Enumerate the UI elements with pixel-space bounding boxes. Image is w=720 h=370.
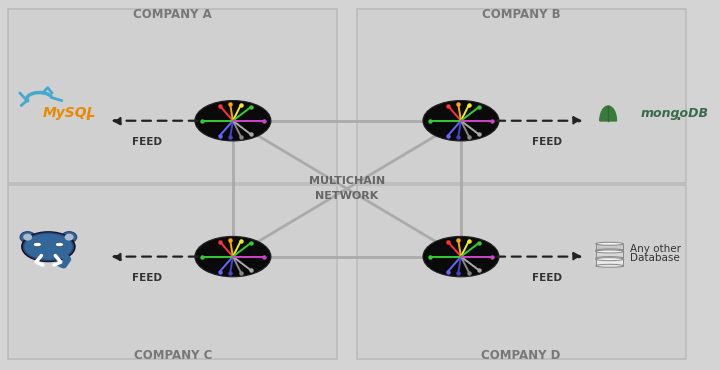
Ellipse shape [423,101,499,141]
Text: FEED: FEED [532,273,562,283]
Bar [595,244,624,250]
Text: mongoDB: mongoDB [641,107,708,120]
Ellipse shape [595,249,624,252]
Ellipse shape [24,233,73,260]
Ellipse shape [20,232,35,243]
Bar [595,259,624,266]
Ellipse shape [595,242,624,245]
Ellipse shape [195,236,271,277]
Ellipse shape [595,258,624,260]
Ellipse shape [65,234,73,240]
Polygon shape [600,106,616,121]
FancyBboxPatch shape [357,9,685,183]
Ellipse shape [195,101,271,141]
Polygon shape [600,113,616,121]
Text: FEED: FEED [132,137,161,147]
Ellipse shape [23,234,32,240]
Text: Any other: Any other [630,244,681,254]
Text: COMPANY B: COMPANY B [482,9,560,21]
Ellipse shape [595,264,624,267]
Text: .: . [84,106,91,124]
Ellipse shape [595,257,624,259]
Text: .: . [676,108,682,123]
Text: Database: Database [630,253,680,263]
Ellipse shape [423,236,499,277]
Ellipse shape [61,232,77,243]
Text: COMPANY D: COMPANY D [482,349,561,361]
Circle shape [33,242,42,247]
Ellipse shape [595,250,624,253]
Circle shape [55,242,63,247]
Bar [595,252,624,258]
Text: COMPANY A: COMPANY A [133,9,212,21]
FancyBboxPatch shape [9,185,336,359]
Text: MySQL: MySQL [42,107,96,120]
FancyBboxPatch shape [9,9,336,183]
Text: FEED: FEED [532,137,562,147]
Text: COMPANY C: COMPANY C [134,349,212,361]
Text: FEED: FEED [132,273,161,283]
Text: MULTICHAIN
NETWORK: MULTICHAIN NETWORK [309,176,385,201]
FancyBboxPatch shape [357,185,685,359]
